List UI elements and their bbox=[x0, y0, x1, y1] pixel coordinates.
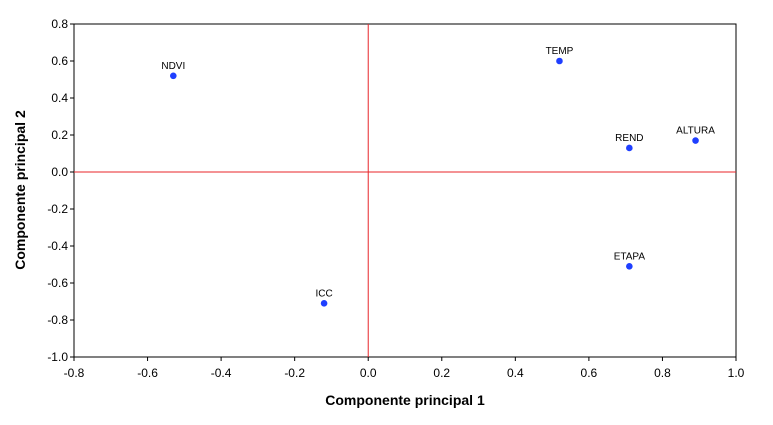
y-tick-label: 0.8 bbox=[51, 17, 68, 31]
y-tick-label: 0.2 bbox=[51, 128, 68, 142]
point-label-temp: TEMP bbox=[546, 46, 574, 57]
y-tick-label: -1.0 bbox=[47, 350, 68, 364]
data-point-ndvi bbox=[170, 72, 177, 80]
data-point-altura bbox=[692, 137, 699, 144]
data-point-temp bbox=[556, 57, 563, 65]
y-tick-label: -0.6 bbox=[47, 276, 68, 290]
axis-ticks: -0.8 -0.6 -0.4 -0.2 0.0 0.2 0.4 0.6 0.8 1.0 0.8 0.6… bbox=[47, 17, 744, 380]
y-tick-label: -0.4 bbox=[47, 239, 68, 253]
x-tick-label: -0.8 bbox=[64, 366, 85, 380]
reference-lines bbox=[74, 24, 736, 357]
point-label-altura: ALTURA bbox=[676, 126, 715, 137]
point-label-rend: REND bbox=[615, 133, 643, 144]
y-tick-label: -0.8 bbox=[47, 313, 68, 327]
point-label-etapa: ETAPA bbox=[614, 251, 646, 262]
x-tick-label: 0.6 bbox=[581, 366, 598, 380]
y-tick-label: 0.4 bbox=[51, 91, 68, 105]
x-axis-title: Componente principal 1 bbox=[325, 392, 485, 408]
y-tick-label: 0.0 bbox=[51, 165, 68, 179]
x-tick-label: -0.2 bbox=[284, 366, 305, 380]
plot-frame bbox=[73, 23, 737, 358]
x-tick-label: 0.8 bbox=[654, 366, 671, 380]
y-tick-label: 0.6 bbox=[51, 54, 68, 68]
data-point-rend bbox=[626, 144, 633, 152]
data-point-etapa bbox=[626, 263, 633, 270]
x-tick-label: 0.4 bbox=[507, 366, 524, 380]
x-tick-label: -0.6 bbox=[137, 366, 158, 380]
x-tick-label: 0.0 bbox=[360, 366, 377, 380]
data-points: NDVI TEMP REND ALTURA ETAPA ICC bbox=[161, 46, 715, 307]
point-label-ndvi: NDVI bbox=[161, 61, 185, 72]
point-label-icc: ICC bbox=[315, 288, 332, 299]
y-axis-title: Componente principal 2 bbox=[12, 110, 28, 270]
x-tick-label: 1.0 bbox=[728, 366, 745, 380]
y-tick-label: -0.2 bbox=[47, 202, 68, 216]
x-tick-label: 0.2 bbox=[433, 366, 450, 380]
x-tick-label: -0.4 bbox=[211, 366, 232, 380]
data-point-icc bbox=[320, 300, 328, 307]
